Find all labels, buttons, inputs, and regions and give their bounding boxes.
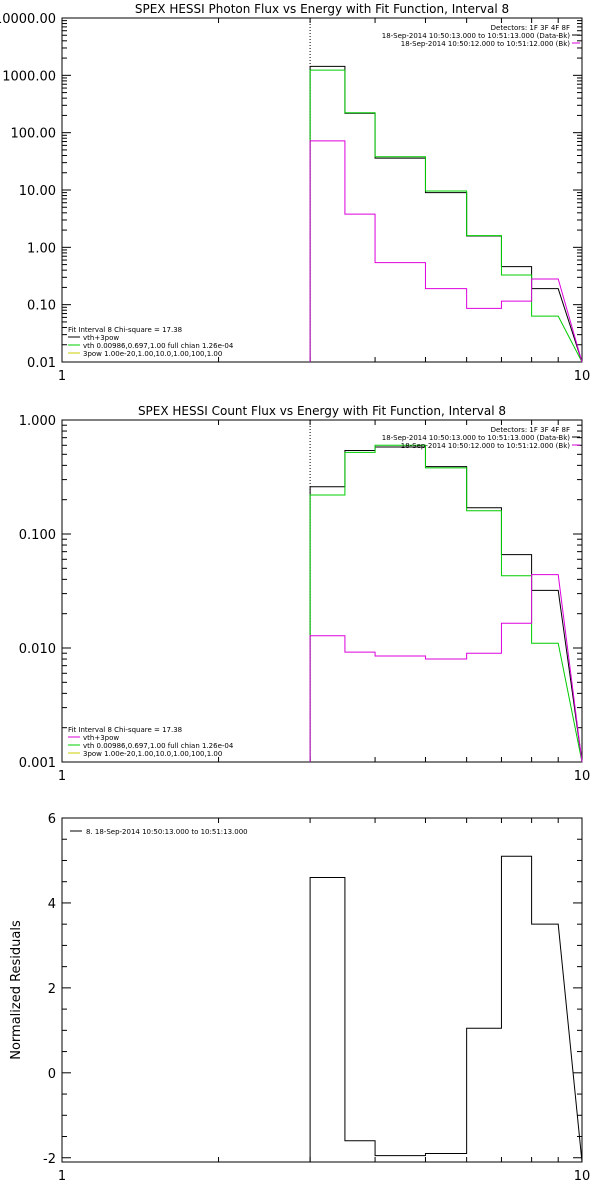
y-tick-label: 0 (48, 1067, 56, 1082)
y-tick-label: 0.01 (27, 356, 56, 371)
y-tick-label: 1.00 (27, 241, 56, 256)
legend-header: Detectors: 1F 3F 4F 8F (491, 24, 570, 32)
legend-fit-entry: vth 0.00986,0.697,1.00 full chian 1.26e-… (83, 342, 234, 350)
legend-header: Detectors: 1F 3F 4F 8F (491, 426, 570, 434)
legend-entry: 18-Sep-2014 10:50:12.000 to 10:51:12.000… (401, 40, 571, 48)
legend-fit-entry: vth+3pow (83, 734, 119, 742)
legend-fit-entry: vth+3pow (83, 334, 119, 342)
plot-frame (61, 419, 583, 763)
legend-fit: Fit Interval 8 Chi-square = 17.38vth+3po… (68, 726, 234, 758)
legend-fit-header: Fit Interval 8 Chi-square = 17.38 (68, 326, 182, 334)
plot-frame (61, 17, 583, 363)
series-line-3 (309, 140, 583, 363)
y-tick-label: 0.010 (19, 642, 56, 657)
series-line-1 (309, 446, 583, 763)
legend-top: 8. 18-Sep-2014 10:50:13.000 to 10:51:13.… (70, 828, 248, 836)
legend-entry: 8. 18-Sep-2014 10:50:13.000 to 10:51:13.… (86, 828, 248, 836)
y-tick-label: -2 (43, 1152, 56, 1167)
y-tick-label: 4 (48, 897, 56, 912)
legend-fit-entry: vth 0.00986,0.697,1.00 full chian 1.26e-… (83, 742, 234, 750)
series-line-3 (309, 574, 583, 763)
chart-title: SPEX HESSI Count Flux vs Energy with Fit… (138, 404, 506, 418)
y-tick-label: 100.00 (11, 127, 57, 142)
y-tick-label: 0.001 (19, 756, 56, 771)
legend-entry: 18-Sep-2014 10:50:13.000 to 10:51:13.000… (382, 32, 571, 40)
legend-fit-entry: 3pow 1.00e-20,1.00,10.0,1.00,100,1.00 (83, 350, 222, 358)
x-tick-label: 10 (574, 369, 591, 384)
series-line-2 (309, 444, 583, 763)
chart-panel-3: 1 10 -2 0 2 4 6 Normalized Residuals 8. 18-Sep-2… (9, 812, 590, 1184)
legend-entry: 18-Sep-2014 10:50:12.000 to 10:51:12.000… (401, 442, 571, 450)
y-tick-label: 6 (48, 812, 56, 827)
legend-entry: 18-Sep-2014 10:50:13.000 to 10:51:13.000… (382, 434, 571, 442)
y-tick-label: 2 (48, 982, 56, 997)
y-tick-label: 1000.00 (2, 69, 56, 84)
plot-frame (61, 817, 583, 1163)
y-axis-label: Normalized Residuals (9, 920, 24, 1060)
x-tick-label: 1 (58, 1169, 66, 1184)
y-tick-label: 0.10 (27, 299, 56, 314)
y-tick-label: 10.00 (19, 184, 56, 199)
x-tick-label: 10 (574, 1169, 591, 1184)
y-tick-label: 1.000 (19, 414, 56, 429)
x-tick-label: 1 (58, 369, 66, 384)
legend-fit: Fit Interval 8 Chi-square = 17.38vth+3po… (68, 326, 234, 358)
legend-fit-header: Fit Interval 8 Chi-square = 17.38 (68, 726, 182, 734)
series-line-1 (309, 855, 583, 1163)
chart-panel-1: SPEX HESSI Photon Flux vs Energy with Fi… (0, 2, 590, 384)
series-line-2 (309, 69, 583, 363)
legend-fit-entry: 3pow 1.00e-20,1.00,10.0,1.00,100,1.00 (83, 750, 222, 758)
chart-title: SPEX HESSI Photon Flux vs Energy with Fi… (135, 2, 509, 16)
y-tick-label: 10000.00 (0, 12, 56, 27)
y-tick-label: 0.100 (19, 528, 56, 543)
x-tick-label: 1 (58, 769, 66, 784)
chart-panel-2: SPEX HESSI Count Flux vs Energy with Fit… (19, 404, 590, 784)
x-tick-label: 10 (574, 769, 591, 784)
